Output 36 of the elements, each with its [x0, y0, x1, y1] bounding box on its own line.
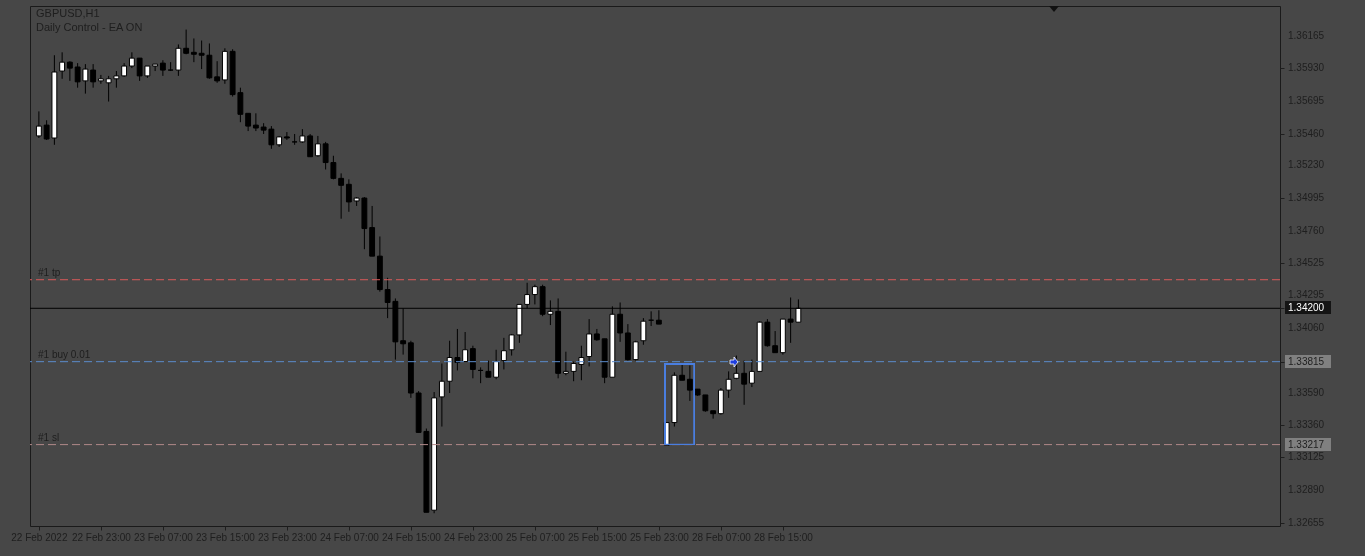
candlestick [90, 63, 97, 89]
candlestick [190, 37, 197, 63]
candlestick [438, 362, 445, 428]
candlestick [462, 331, 469, 363]
candlestick [338, 172, 345, 220]
candlestick [307, 133, 314, 158]
candlestick [531, 284, 538, 305]
candlestick [500, 337, 507, 370]
candlestick [679, 362, 686, 381]
candlestick [35, 110, 42, 139]
candlestick [175, 43, 182, 77]
candlestick [66, 60, 73, 82]
candlestick [97, 74, 104, 85]
candlestick [741, 360, 748, 406]
y-tick-label: 1.33815 [1288, 355, 1325, 367]
candlestick [725, 370, 732, 399]
candlestick [59, 51, 66, 80]
candlestick [152, 63, 159, 72]
candlestick [717, 387, 724, 416]
candlestick [640, 317, 647, 346]
candlestick [686, 364, 693, 402]
candlestick [493, 349, 500, 380]
candlestick [314, 135, 321, 158]
candlestick [252, 112, 259, 132]
candlestick [710, 410, 717, 420]
candlestick [562, 351, 569, 376]
candlestick [283, 131, 290, 141]
candlestick [183, 29, 190, 55]
candlestick [586, 318, 593, 367]
candlestick [345, 178, 352, 213]
candlestick [469, 345, 476, 379]
y-tick-label: 1.34200 [1288, 302, 1325, 314]
candlestick [772, 330, 779, 354]
y-tick-label: 1.33217 [1288, 438, 1325, 450]
candlestick [214, 60, 221, 84]
candlestick [748, 359, 755, 388]
